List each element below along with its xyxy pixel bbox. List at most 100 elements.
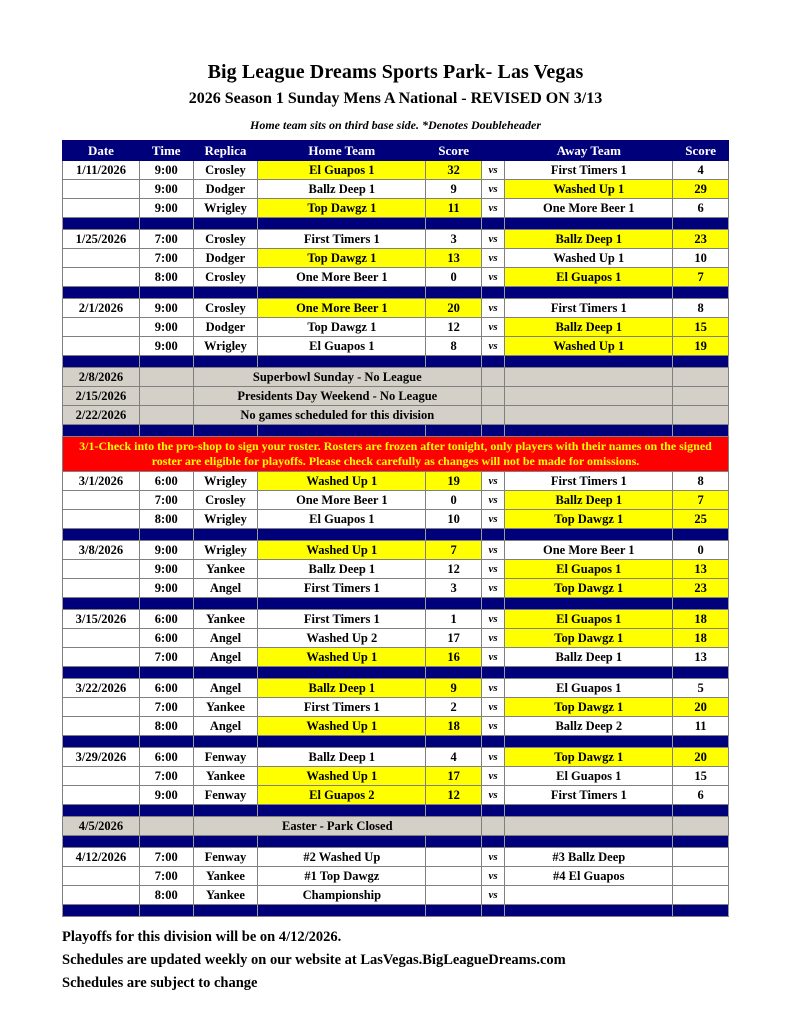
separator-cell: [425, 904, 482, 918]
table-row: 1/25/2026 7:00 Crosley First Timers 1 3 vs Bal…: [62, 229, 729, 250]
game-date: [62, 697, 140, 718]
away-team-name: Top Dawgz 1: [504, 509, 674, 530]
separator-cell: [138, 286, 194, 300]
game-replica: Crosley: [192, 160, 259, 181]
note-date: 2/22/2026: [62, 405, 140, 426]
game-time: 6:00: [138, 471, 194, 492]
home-team-name: #2 Washed Up: [257, 847, 427, 868]
home-team-score: 19: [425, 471, 482, 492]
home-team-score: 12: [425, 317, 482, 338]
vs-label: vs: [480, 578, 506, 599]
vs-label: vs: [480, 179, 506, 200]
note-time: [138, 367, 194, 388]
vs-label: vs: [480, 609, 506, 630]
game-time: 7:00: [138, 647, 194, 668]
roster-notice-banner: 3/1-Check into the pro-shop to sign your…: [62, 436, 729, 473]
separator-cell: [62, 528, 140, 542]
home-team-name: Ballz Deep 1: [257, 678, 427, 699]
separator-cell: [192, 424, 259, 438]
vs-label: vs: [480, 229, 506, 250]
away-team-score: 6: [672, 785, 729, 806]
table-row: 3/1/2026 6:00 Wrigley Washed Up 1 19 vs First …: [62, 471, 729, 492]
game-date: [62, 267, 140, 288]
no-league-row: 2/8/2026 Superbowl Sunday - No League: [62, 367, 729, 388]
separator-cell: [480, 666, 506, 680]
game-time: 8:00: [138, 885, 194, 906]
separator-cell: [425, 528, 482, 542]
home-team-name: First Timers 1: [257, 609, 427, 630]
away-team-name: Top Dawgz 1: [504, 628, 674, 649]
separator-cell: [192, 666, 259, 680]
note-vs: [480, 816, 506, 837]
separator-cell: [480, 355, 506, 369]
separator-cell: [425, 217, 482, 231]
separator-cell: [504, 424, 674, 438]
home-team-score: 12: [425, 559, 482, 580]
separator-cell: [504, 355, 674, 369]
schedule-table-wrapper: Date Time Replica Home Team Score Away T…: [62, 140, 729, 918]
separator-cell: [504, 904, 674, 918]
away-team-name: Top Dawgz 1: [504, 747, 674, 768]
away-team-score: 19: [672, 336, 729, 357]
page-title: Big League Dreams Sports Park- Las Vegas: [207, 61, 584, 83]
week-separator: [62, 835, 729, 849]
vs-label: vs: [480, 678, 506, 699]
vs-label: vs: [480, 509, 506, 530]
away-team-score: [672, 847, 729, 868]
game-date: 3/22/2026: [62, 678, 140, 699]
separator-cell: [257, 528, 427, 542]
game-replica: Yankee: [192, 885, 259, 906]
home-team-score: 9: [425, 678, 482, 699]
game-date: [62, 336, 140, 357]
separator-cell: [257, 286, 427, 300]
game-time: 7:00: [138, 866, 194, 887]
note-time: [138, 386, 194, 407]
no-league-row: 2/15/2026 Presidents Day Weekend - No Lea…: [62, 386, 729, 407]
note-time: [138, 816, 194, 837]
note-vs: [480, 405, 506, 426]
game-date: [62, 866, 140, 887]
table-row: 2/1/2026 9:00 Crosley One More Beer 1 20 vs Fi…: [62, 298, 729, 319]
separator-cell: [480, 424, 506, 438]
away-team-name: One More Beer 1: [504, 540, 674, 561]
game-time: 9:00: [138, 578, 194, 599]
away-team-name: Washed Up 1: [504, 248, 674, 269]
home-team-name: Washed Up 1: [257, 716, 427, 737]
table-header-row: Date Time Replica Home Team Score Away T…: [62, 140, 729, 162]
game-time: 6:00: [138, 678, 194, 699]
separator-cell: [138, 597, 194, 611]
separator-cell: [504, 835, 674, 849]
separator-cell: [138, 217, 194, 231]
game-time: 9:00: [138, 559, 194, 580]
game-time: 9:00: [138, 317, 194, 338]
away-team-name: One More Beer 1: [504, 198, 674, 219]
vs-label: vs: [480, 160, 506, 181]
home-team-score: 4: [425, 747, 482, 768]
note-date: 2/15/2026: [62, 386, 140, 407]
home-team-score: 2: [425, 697, 482, 718]
separator-cell: [62, 835, 140, 849]
col-header-home-team: Home Team: [257, 140, 427, 162]
game-time: 8:00: [138, 716, 194, 737]
week-separator: [62, 804, 729, 818]
separator-cell: [672, 804, 729, 818]
game-time: 9:00: [138, 540, 194, 561]
note-date: 4/5/2026: [62, 816, 140, 837]
game-replica: Dodger: [192, 248, 259, 269]
game-date: [62, 647, 140, 668]
away-team-score: 13: [672, 559, 729, 580]
table-row: 9:00 Wrigley El Guapos 1 8 vs Washed Up 1 19: [62, 336, 729, 357]
home-team-name: Washed Up 1: [257, 647, 427, 668]
game-replica: Crosley: [192, 298, 259, 319]
separator-cell: [425, 735, 482, 749]
home-team-score: 32: [425, 160, 482, 181]
col-header-home-score: Score: [425, 140, 482, 162]
separator-cell: [425, 355, 482, 369]
home-team-name: El Guapos 1: [257, 336, 427, 357]
game-time: 9:00: [138, 160, 194, 181]
game-time: 9:00: [138, 785, 194, 806]
away-team-score: 11: [672, 716, 729, 737]
separator-cell: [257, 904, 427, 918]
week-separator: [62, 528, 729, 542]
week-separator: [62, 217, 729, 231]
